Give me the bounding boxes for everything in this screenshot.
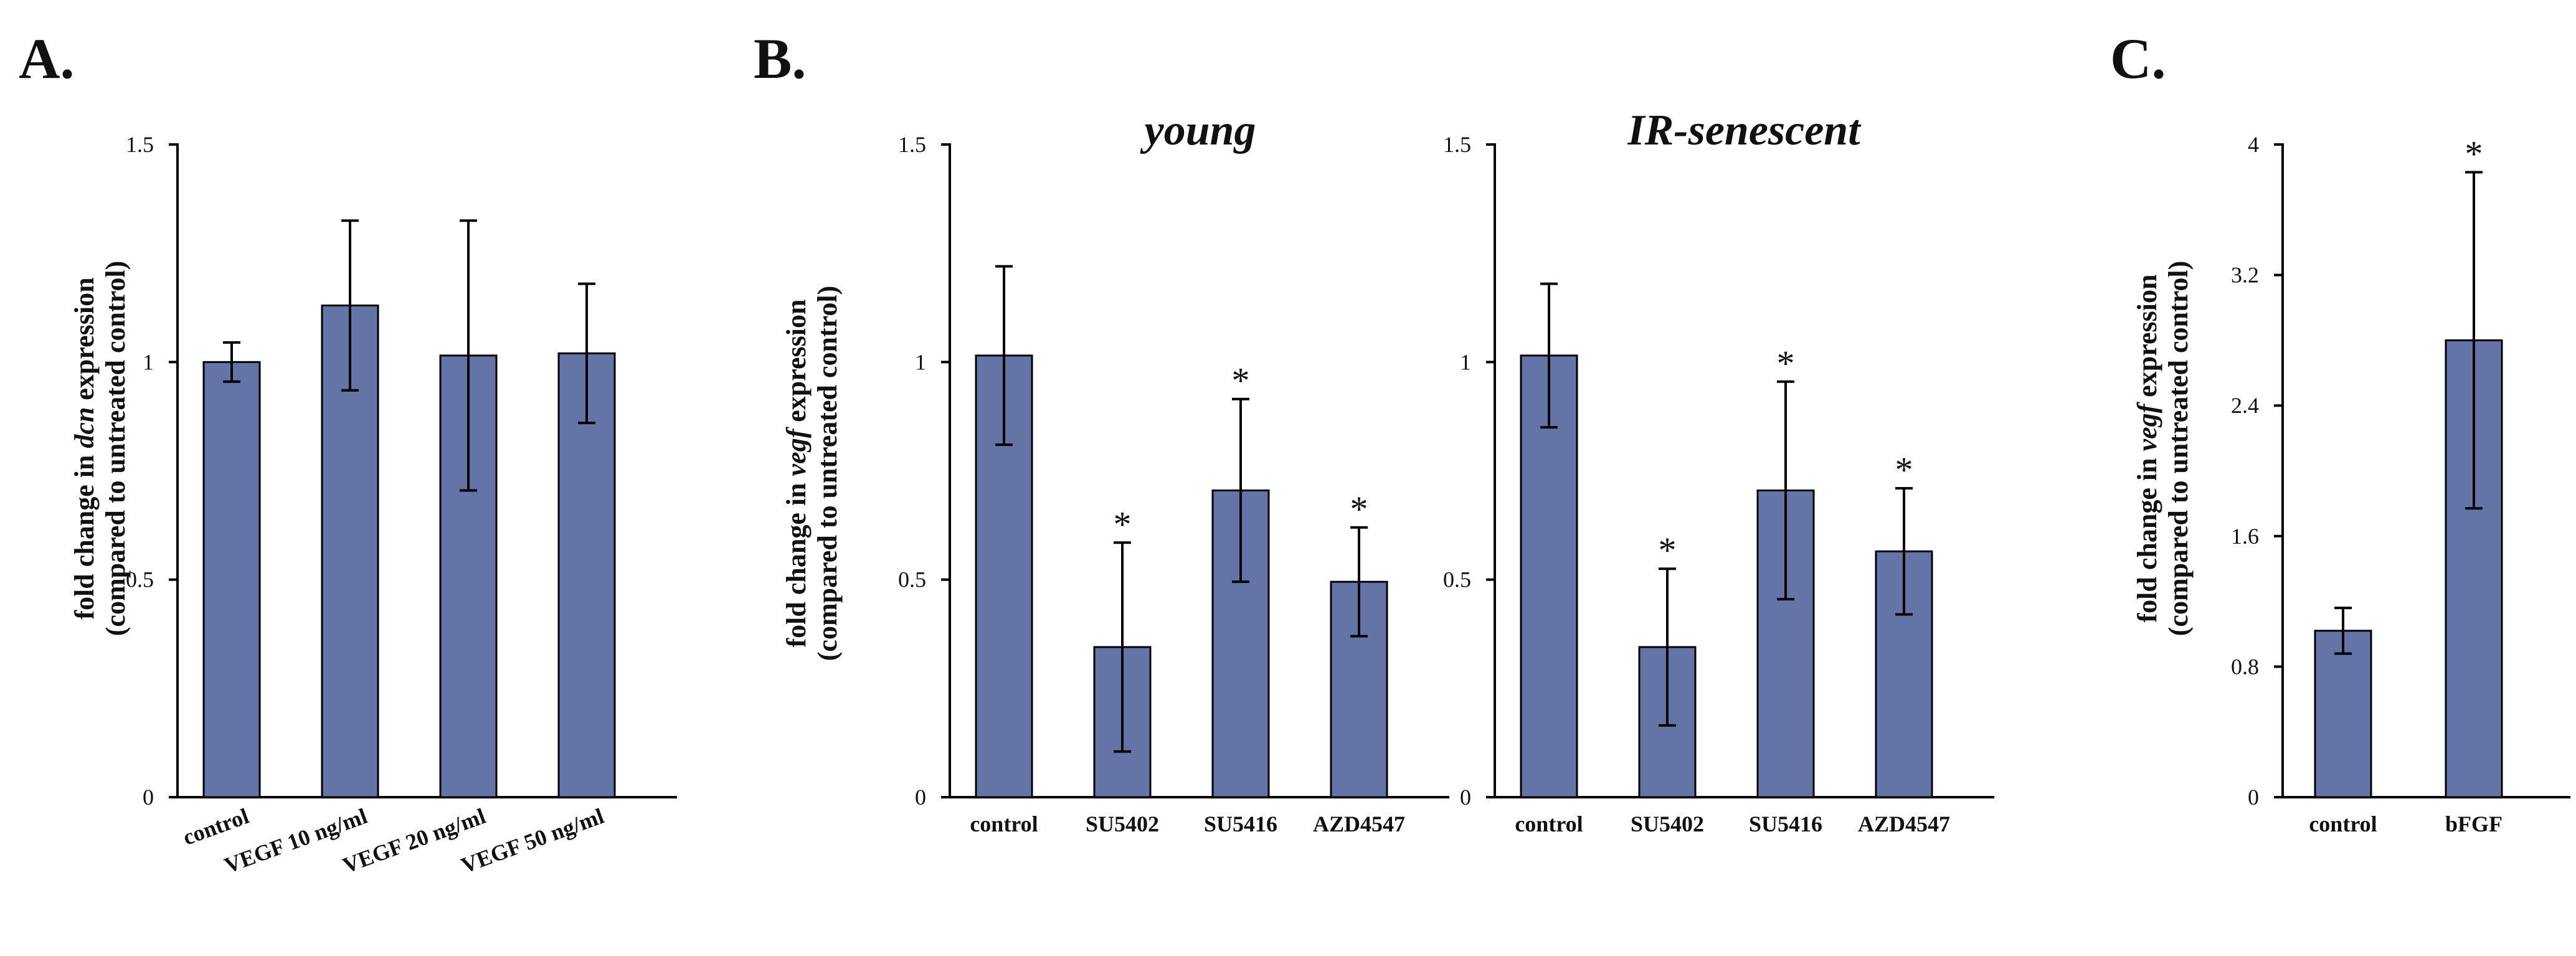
y-tick-label: 1.5	[898, 132, 926, 157]
y-axis-label-part: dcn	[69, 407, 100, 448]
y-tick-label: 0.5	[126, 567, 154, 592]
significance-marker: *	[1895, 450, 1913, 490]
category-label: bFGF	[2445, 812, 2503, 836]
y-axis-label-part: fold change in	[2132, 451, 2162, 622]
y-axis-label: fold change in vegf expression	[2132, 275, 2162, 623]
y-tick-label: 1.6	[2231, 524, 2259, 549]
chart-panel-3: C. fold change in vegf expression (compare…	[2110, 27, 2570, 836]
y-axis-label-line2: (compared to untreated control)	[2163, 261, 2194, 636]
category-label: SU5416	[1204, 812, 1277, 836]
panel-label: B.	[754, 27, 806, 90]
y-axis-label-part: fold change in	[781, 476, 812, 647]
chart-panel-2: IR-senescent 0 0.5 1 1.5 control * SU5402 * SU541…	[1443, 106, 1994, 836]
y-tick-label: 1.5	[126, 132, 154, 157]
y-axis-label-part: fold change in	[69, 448, 100, 620]
significance-marker: *	[1114, 504, 1132, 544]
y-tick-label: 0	[2248, 785, 2259, 810]
category-label: AZD4547	[1858, 812, 1950, 836]
y-axis-label-part: expression	[69, 277, 100, 407]
bar	[2314, 630, 2372, 798]
category-label: control	[2309, 812, 2377, 836]
y-axis-label: fold change in vegf expression	[781, 300, 812, 648]
bar	[202, 361, 261, 798]
significance-marker: *	[1232, 361, 1250, 401]
y-tick-label: 0	[143, 785, 154, 810]
chart-panel-0: A. fold change in dcn expression (compared…	[19, 27, 677, 878]
category-label: control	[970, 812, 1038, 836]
significance-marker: *	[1659, 530, 1677, 570]
y-tick-label: 0	[915, 785, 926, 810]
y-tick-label: 0.5	[898, 567, 926, 592]
chart-panel-1: B. young fold change in vegf expression (co…	[754, 27, 1449, 836]
y-axis-label-line2: (compared to untreated control)	[812, 286, 843, 661]
y-axis-label-line2: (compared to untreated control)	[100, 261, 131, 636]
significance-marker: *	[1777, 343, 1795, 384]
category-label: SU5402	[1086, 812, 1159, 836]
y-axis-label-part: vegf	[2132, 401, 2162, 451]
category-label: AZD4547	[1313, 812, 1405, 836]
chart-title: IR-senescent	[1627, 106, 1862, 154]
y-axis-label-part: expression	[2132, 275, 2162, 404]
y-tick-label: 0.8	[2231, 654, 2259, 679]
significance-marker: *	[2465, 134, 2483, 174]
panel-label: C.	[2110, 27, 2166, 90]
y-axis-label-part: expression	[781, 300, 812, 429]
y-axis-label-part: vegf	[781, 426, 812, 476]
category-label: SU5416	[1749, 812, 1822, 836]
category-label: control	[179, 803, 252, 850]
y-tick-label: 1.5	[1443, 132, 1471, 157]
bar	[1520, 354, 1578, 798]
y-tick-label: 0	[1460, 785, 1471, 810]
y-tick-label: 0.5	[1443, 567, 1471, 592]
y-axis-label: fold change in dcn expression	[69, 277, 100, 619]
y-tick-label: 1	[143, 349, 154, 374]
category-label: SU5402	[1631, 812, 1704, 836]
significance-marker: *	[1350, 489, 1368, 529]
panel-label: A.	[19, 27, 74, 90]
y-tick-label: 3.2	[2231, 263, 2259, 288]
y-tick-label: 1	[1460, 349, 1471, 374]
chart-title: young	[1140, 106, 1256, 154]
y-tick-label: 4	[2248, 132, 2259, 157]
y-tick-label: 2.4	[2231, 393, 2259, 418]
category-label: control	[1515, 812, 1583, 836]
y-tick-label: 1	[915, 349, 926, 374]
